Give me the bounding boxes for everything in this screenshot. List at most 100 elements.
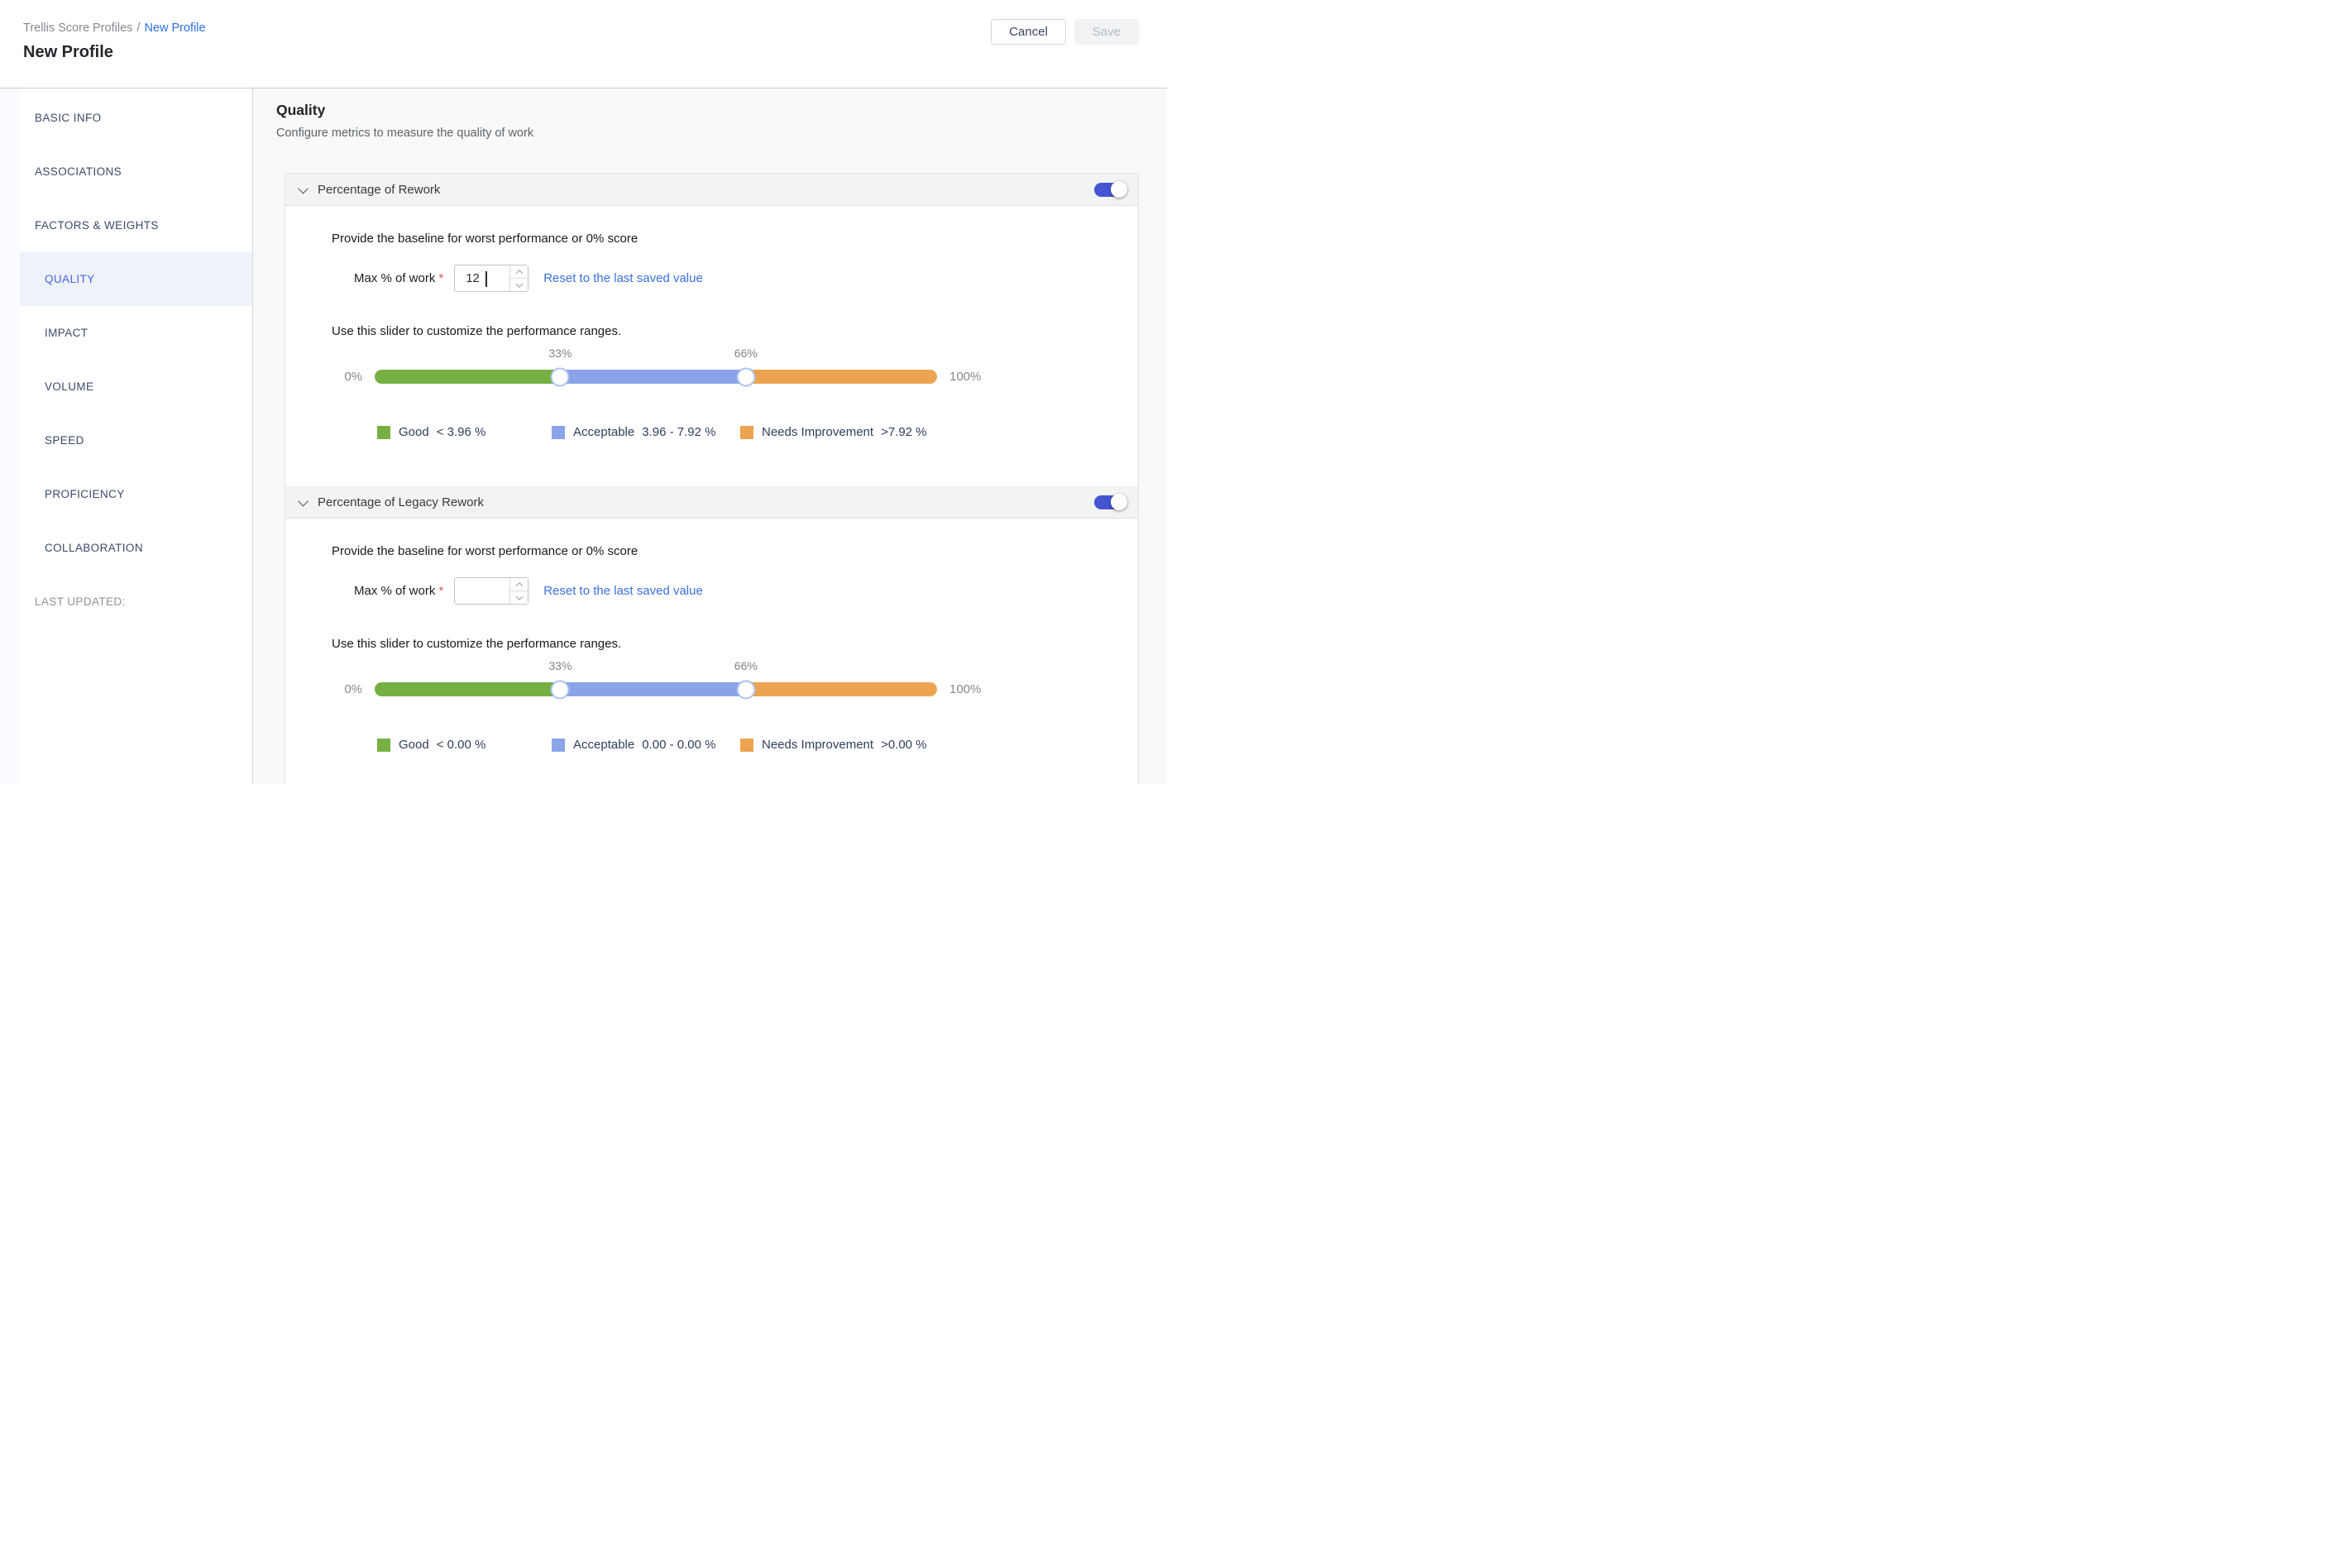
slider-handle-low[interactable] [550, 680, 570, 699]
breadcrumb-separator: / [136, 22, 141, 35]
header-actions: Cancel Save [991, 19, 1139, 88]
max-percent-input[interactable] [455, 578, 510, 604]
breadcrumb: Trellis Score Profiles / New Profile [23, 22, 206, 35]
section-subheading: Configure metrics to measure the quality… [276, 127, 534, 140]
stepper-down-button[interactable] [510, 279, 528, 291]
sidebar-nav: BASIC INFO ASSOCIATIONS FACTORS & WEIGHT… [20, 88, 253, 784]
slider-segment-acceptable [560, 682, 746, 696]
performance-slider[interactable]: 33% 66% [375, 659, 937, 699]
slider-min-label: 0% [344, 370, 362, 384]
metrics-card: Percentage of Rework Provide the baselin… [285, 173, 1139, 784]
max-percent-label: Max % of work [354, 584, 436, 598]
slider-handle-low[interactable] [550, 367, 570, 386]
section-heading: Quality [276, 102, 326, 118]
reset-link[interactable]: Reset to the last saved value [543, 271, 703, 285]
sidebar-item-label: PROFICIENCY [45, 488, 125, 500]
good-swatch [377, 738, 390, 752]
legend-range: 0.00 - 0.00 % [642, 738, 716, 752]
slider-segment-acceptable [560, 370, 746, 384]
percentage-of-legacy-rework-toggle[interactable] [1094, 494, 1127, 510]
sidebar-item-impact[interactable]: IMPACT [20, 306, 252, 360]
chevron-up-icon [515, 269, 523, 277]
sidebar-item-label: VOLUME [45, 380, 94, 393]
slider-low-value-label: 33% [548, 347, 572, 360]
chevron-down-icon [515, 280, 523, 288]
legend-name: Needs Improvement [762, 425, 874, 439]
needs-improvement-swatch [740, 425, 753, 439]
max-percent-label: Max % of work [354, 271, 436, 285]
breadcrumb-current-link[interactable]: New Profile [144, 22, 206, 35]
chevron-down-icon [298, 183, 308, 194]
section-header-percentage-of-legacy-rework[interactable]: Percentage of Legacy Rework [285, 486, 1138, 519]
slider-handle-high[interactable] [736, 680, 756, 699]
sidebar-item-proficiency[interactable]: PROFICIENCY [20, 467, 252, 521]
sidebar-item-label: QUALITY [45, 273, 95, 285]
legend-range: < 0.00 % [436, 738, 486, 752]
main-panel: Quality Configure metrics to measure the… [253, 88, 1167, 784]
legend-item-good: Good < 3.96 % [377, 425, 552, 439]
slider-high-value-label: 66% [734, 347, 758, 360]
save-button[interactable]: Save [1074, 19, 1139, 45]
chevron-up-icon [515, 581, 523, 590]
sidebar-item-collaboration[interactable]: COLLABORATION [20, 521, 252, 575]
slider-segment-good [375, 682, 561, 696]
legend-item-needs-improvement: Needs Improvement >7.92 % [740, 425, 927, 439]
breadcrumb-root-link[interactable]: Trellis Score Profiles [23, 22, 133, 35]
slider-high-value-label: 66% [734, 659, 758, 672]
content: BASIC INFO ASSOCIATIONS FACTORS & WEIGHT… [0, 88, 1167, 784]
toggle-knob [1111, 494, 1127, 510]
reset-link[interactable]: Reset to the last saved value [543, 584, 703, 598]
section-header-percentage-of-rework[interactable]: Percentage of Rework [285, 174, 1138, 206]
percentage-of-rework-toggle[interactable] [1094, 181, 1127, 198]
legend-item-needs-improvement: Needs Improvement >0.00 % [740, 738, 927, 752]
performance-slider-row: 0% 33% 66% 100% [332, 659, 1138, 699]
metric-section-title: Percentage of Rework [318, 182, 441, 197]
max-percent-input-group [454, 577, 529, 605]
number-stepper [509, 265, 528, 291]
legend-item-acceptable: Acceptable 0.00 - 0.00 % [552, 738, 740, 752]
max-percent-input[interactable] [455, 265, 510, 291]
legend-range: < 3.96 % [436, 425, 486, 439]
sidebar-item-speed[interactable]: SPEED [20, 414, 252, 467]
slider-segment-needs-improvement [745, 682, 937, 696]
required-asterisk: * [438, 584, 444, 598]
sidebar-item-basic-info[interactable]: BASIC INFO [20, 91, 252, 145]
header-left: Trellis Score Profiles / New Profile New P… [23, 0, 206, 88]
section-body-percentage-of-legacy-rework: Provide the baseline for worst performan… [285, 519, 1138, 784]
stepper-up-button[interactable] [510, 578, 528, 591]
range-legend: Good < 0.00 % Acceptable 0.00 - 0.00 % N… [377, 738, 1138, 752]
legend-item-good: Good < 0.00 % [377, 738, 552, 752]
baseline-instruction: Provide the baseline for worst performan… [332, 232, 639, 246]
slider-low-value-label: 33% [548, 659, 572, 672]
stepper-down-button[interactable] [510, 591, 528, 604]
sidebar-item-quality[interactable]: QUALITY [20, 252, 252, 306]
performance-slider-row: 0% 33% 66% 100% [332, 347, 1138, 386]
max-percent-field-row: Max % of work * Reset to the last saved … [354, 265, 1138, 292]
chevron-down-icon [515, 592, 523, 600]
max-percent-field-row: Max % of work * Reset to the last saved … [354, 577, 1138, 605]
sidebar-item-volume[interactable]: VOLUME [20, 360, 252, 414]
needs-improvement-swatch [740, 738, 753, 752]
slider-segment-needs-improvement [745, 370, 937, 384]
metric-section-title: Percentage of Legacy Rework [318, 495, 484, 509]
slider-max-label: 100% [949, 682, 982, 696]
left-gutter [0, 88, 20, 784]
slider-handle-high[interactable] [736, 367, 756, 386]
page-title: New Profile [23, 43, 113, 61]
sidebar-item-label: BASIC INFO [35, 112, 102, 124]
max-percent-input-group [454, 265, 529, 292]
last-updated-label: LAST UPDATED: [35, 595, 126, 608]
stepper-up-button[interactable] [510, 265, 528, 279]
legend-range: 3.96 - 7.92 % [642, 425, 716, 439]
slider-track[interactable] [375, 682, 937, 696]
sidebar-item-label: FACTORS & WEIGHTS [35, 219, 159, 232]
legend-name: Acceptable [573, 425, 635, 439]
slider-track[interactable] [375, 370, 937, 384]
performance-slider[interactable]: 33% 66% [375, 347, 937, 386]
cancel-button[interactable]: Cancel [991, 19, 1066, 45]
sidebar-item-factors-weights[interactable]: FACTORS & WEIGHTS [20, 198, 252, 252]
page: Trellis Score Profiles / New Profile New P… [0, 0, 1167, 784]
sidebar-item-label: ASSOCIATIONS [35, 165, 122, 178]
section-body-percentage-of-rework: Provide the baseline for worst performan… [285, 206, 1138, 486]
sidebar-item-associations[interactable]: ASSOCIATIONS [20, 145, 252, 198]
